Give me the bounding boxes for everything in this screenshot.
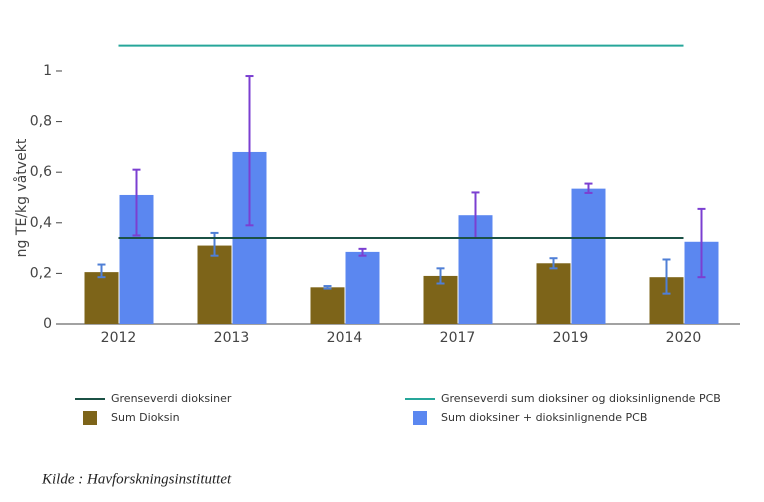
x-tick-label: 2020 <box>666 330 702 346</box>
legend-swatch <box>83 411 97 425</box>
y-tick-label: 0,8 <box>30 114 52 130</box>
error-bar <box>697 207 706 279</box>
bar <box>536 263 571 324</box>
error-bar <box>662 258 671 295</box>
x-tick-label: 2019 <box>553 330 589 346</box>
source: Kilde : Havforskningsinstituttet <box>41 471 232 487</box>
y-tick-label: 0 <box>43 316 52 332</box>
bar <box>197 245 232 324</box>
legend-label: Sum Dioksin <box>111 411 180 424</box>
error-bar <box>245 75 254 227</box>
x-tick-label: 2017 <box>440 330 476 346</box>
bar <box>345 251 380 324</box>
error-bar <box>97 263 106 279</box>
x-tick-label: 2013 <box>214 330 250 346</box>
error-bar <box>549 257 558 270</box>
error-bar <box>323 285 332 290</box>
legend-label: Sum dioksiner + dioksinlignende PCB <box>441 411 647 424</box>
legend-swatch <box>413 411 427 425</box>
y-tick-label: 0,2 <box>30 265 52 281</box>
y-tick-label: 1 <box>43 63 52 79</box>
error-bar <box>132 168 141 237</box>
bar <box>310 287 345 324</box>
bar <box>571 188 606 324</box>
error-bar <box>436 267 445 285</box>
bar <box>84 272 119 324</box>
legend-label: Grenseverdi sum dioksiner og dioksinlign… <box>441 392 721 405</box>
x-tick-label: 2014 <box>327 330 363 346</box>
y-axis-label: ng TE/kg våtvekt <box>13 138 30 257</box>
legend-label: Grenseverdi dioksiner <box>111 392 232 405</box>
error-bar <box>358 247 367 257</box>
y-tick-label: 0,4 <box>30 215 52 231</box>
x-tick-label: 2012 <box>101 330 137 346</box>
error-bar <box>584 182 593 194</box>
error-bar <box>210 231 219 257</box>
y-tick-label: 0,6 <box>30 164 52 180</box>
